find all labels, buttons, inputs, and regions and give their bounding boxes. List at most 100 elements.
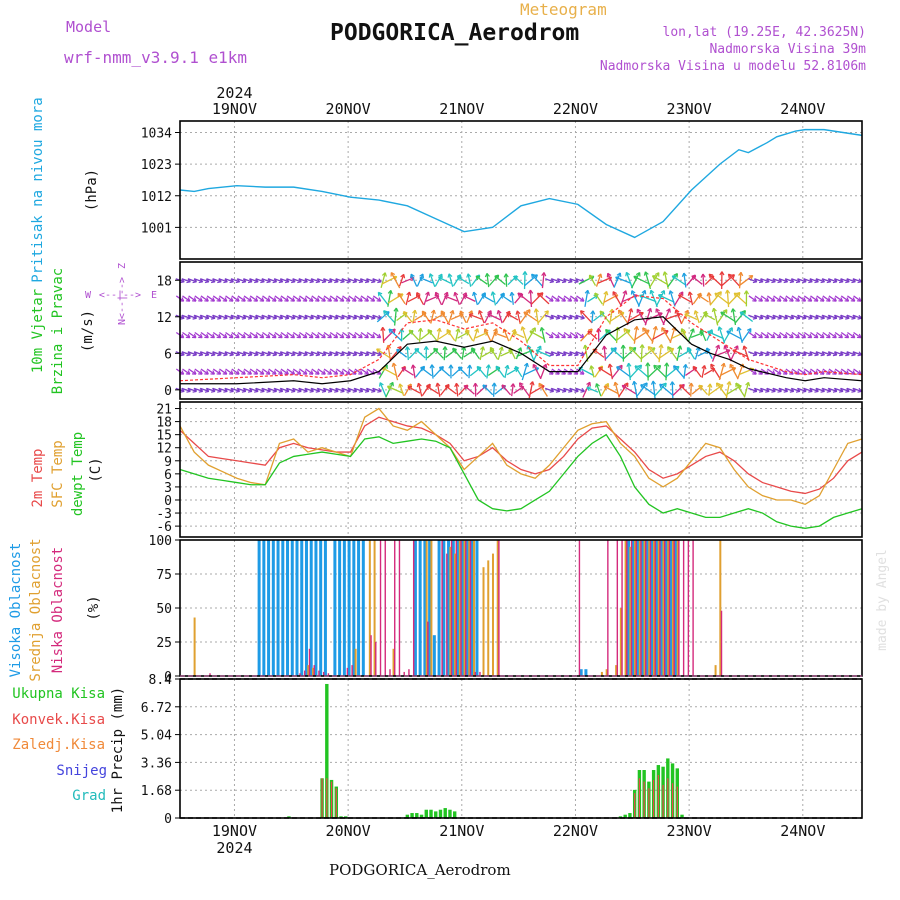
cloud-mid-bar	[634, 540, 637, 676]
wind-arrow	[822, 351, 831, 356]
wind-arrow	[231, 295, 240, 302]
precip-conv-bar	[676, 786, 678, 818]
wind-arrow-head	[181, 333, 185, 338]
wind-arrow	[323, 368, 332, 375]
wind-arrow	[797, 295, 806, 302]
wind-arrow-head	[691, 276, 695, 281]
cloud-high-bar	[347, 540, 351, 676]
wind-arrow	[286, 278, 296, 283]
wind-ylabel-1: 10m Vjetar	[30, 289, 46, 373]
wind-arrow-head	[310, 297, 314, 302]
wind-arrow	[846, 278, 856, 283]
wind-arrow	[261, 387, 271, 393]
y-tick-label: 0	[164, 812, 172, 827]
wind-arrow	[532, 345, 542, 361]
cloud-high-bar	[631, 540, 635, 676]
wind-arrow-head	[378, 387, 382, 392]
wind-arrow	[840, 387, 850, 393]
wind-arrow	[563, 278, 573, 283]
cloud-low-bar	[384, 540, 386, 676]
day-label-bottom: 22NOV	[553, 822, 598, 840]
wind-arrow	[590, 365, 595, 378]
wind-arrow	[380, 272, 386, 288]
cloud-mid-bar	[653, 540, 656, 676]
wind-arrow	[336, 331, 345, 339]
wind-arrow	[661, 327, 672, 343]
wind-arrow	[615, 327, 619, 344]
precip-conv-bar	[335, 788, 337, 818]
wind-arrow	[612, 291, 622, 306]
wind-arrow	[626, 308, 633, 326]
wind-arrow	[853, 295, 862, 302]
wind-arrow	[587, 294, 598, 303]
wind-arrow-head	[505, 310, 510, 314]
wind-arrow	[743, 345, 750, 361]
wind-arrow	[658, 347, 674, 359]
wind-arrow-head	[697, 294, 701, 299]
wind-arrow	[595, 383, 602, 397]
wind-arrow	[267, 278, 277, 283]
wind-arrow	[454, 328, 460, 342]
wind-arrow	[725, 381, 731, 399]
wind-arrow-head	[481, 292, 486, 296]
wind-arrow-head	[803, 370, 807, 375]
wind-arrow	[791, 351, 801, 356]
wind-arrow-head	[199, 297, 203, 302]
wind-arrow	[463, 385, 475, 395]
wind-arrow	[347, 351, 357, 356]
wind-arrow	[450, 313, 464, 321]
wind-arrow-head	[236, 297, 240, 302]
wind-arrow	[292, 387, 302, 393]
lonlat-label: lon,lat (19.25E, 42.3625N)	[662, 25, 867, 40]
wind-arrow	[181, 278, 191, 283]
wind-arrow-head	[528, 289, 531, 294]
wind-arrow-head	[725, 289, 728, 294]
wind-arrow-head	[310, 333, 314, 338]
wind-arrow	[816, 331, 825, 339]
wind-arrow-head	[230, 297, 234, 302]
wind-arrow	[748, 314, 758, 319]
wind-arrow	[576, 295, 585, 302]
cloud-mid-bar	[491, 553, 494, 676]
cloud-high-bar	[300, 540, 304, 676]
wind-arrow	[828, 314, 838, 319]
wind-arrow	[405, 291, 411, 306]
cloud-high-bar	[267, 540, 271, 676]
wind-arrow	[662, 308, 671, 326]
wind-arrow-head	[181, 370, 185, 375]
wind-arrow-head	[815, 370, 819, 375]
wind-arrow	[335, 387, 345, 393]
wind-arrow	[760, 351, 770, 356]
cloud-high-bar	[432, 635, 436, 676]
wind-arrow	[569, 351, 579, 356]
day-label-top: 24NOV	[780, 100, 825, 118]
wind-arrow	[537, 292, 550, 305]
wind-arrow-head	[588, 328, 593, 331]
wind-arrow-head	[622, 290, 627, 294]
wind-arrow-head	[621, 385, 625, 390]
wind-arrow	[530, 292, 544, 305]
precip-conv-bar	[321, 778, 323, 818]
wind-arrow	[379, 382, 387, 398]
wind-arrow	[383, 310, 396, 324]
cloud-mid-bar	[454, 553, 457, 676]
wind-arrow	[673, 365, 685, 378]
wind-arrow	[206, 368, 215, 375]
wind-arrow	[847, 368, 856, 375]
precip-conv-bar	[671, 783, 674, 818]
wind-arrow	[274, 351, 283, 356]
wind-arrow	[773, 331, 782, 339]
wind-arrow-head	[218, 333, 222, 338]
wind-arrow-head	[662, 271, 666, 276]
wind-arrow-head	[487, 313, 491, 318]
wind-arrow	[187, 278, 197, 283]
wind-arrow	[576, 368, 585, 375]
temp-2m-line	[179, 416, 863, 495]
y-tick-label: 6	[164, 347, 172, 362]
cloud-mid-bar	[624, 540, 627, 676]
cloud-mid-bar	[638, 540, 641, 676]
wind-arrow-head	[658, 344, 662, 348]
wind-arrow	[398, 274, 405, 287]
wind-arrow	[690, 383, 692, 397]
wind-arrow	[647, 365, 662, 379]
